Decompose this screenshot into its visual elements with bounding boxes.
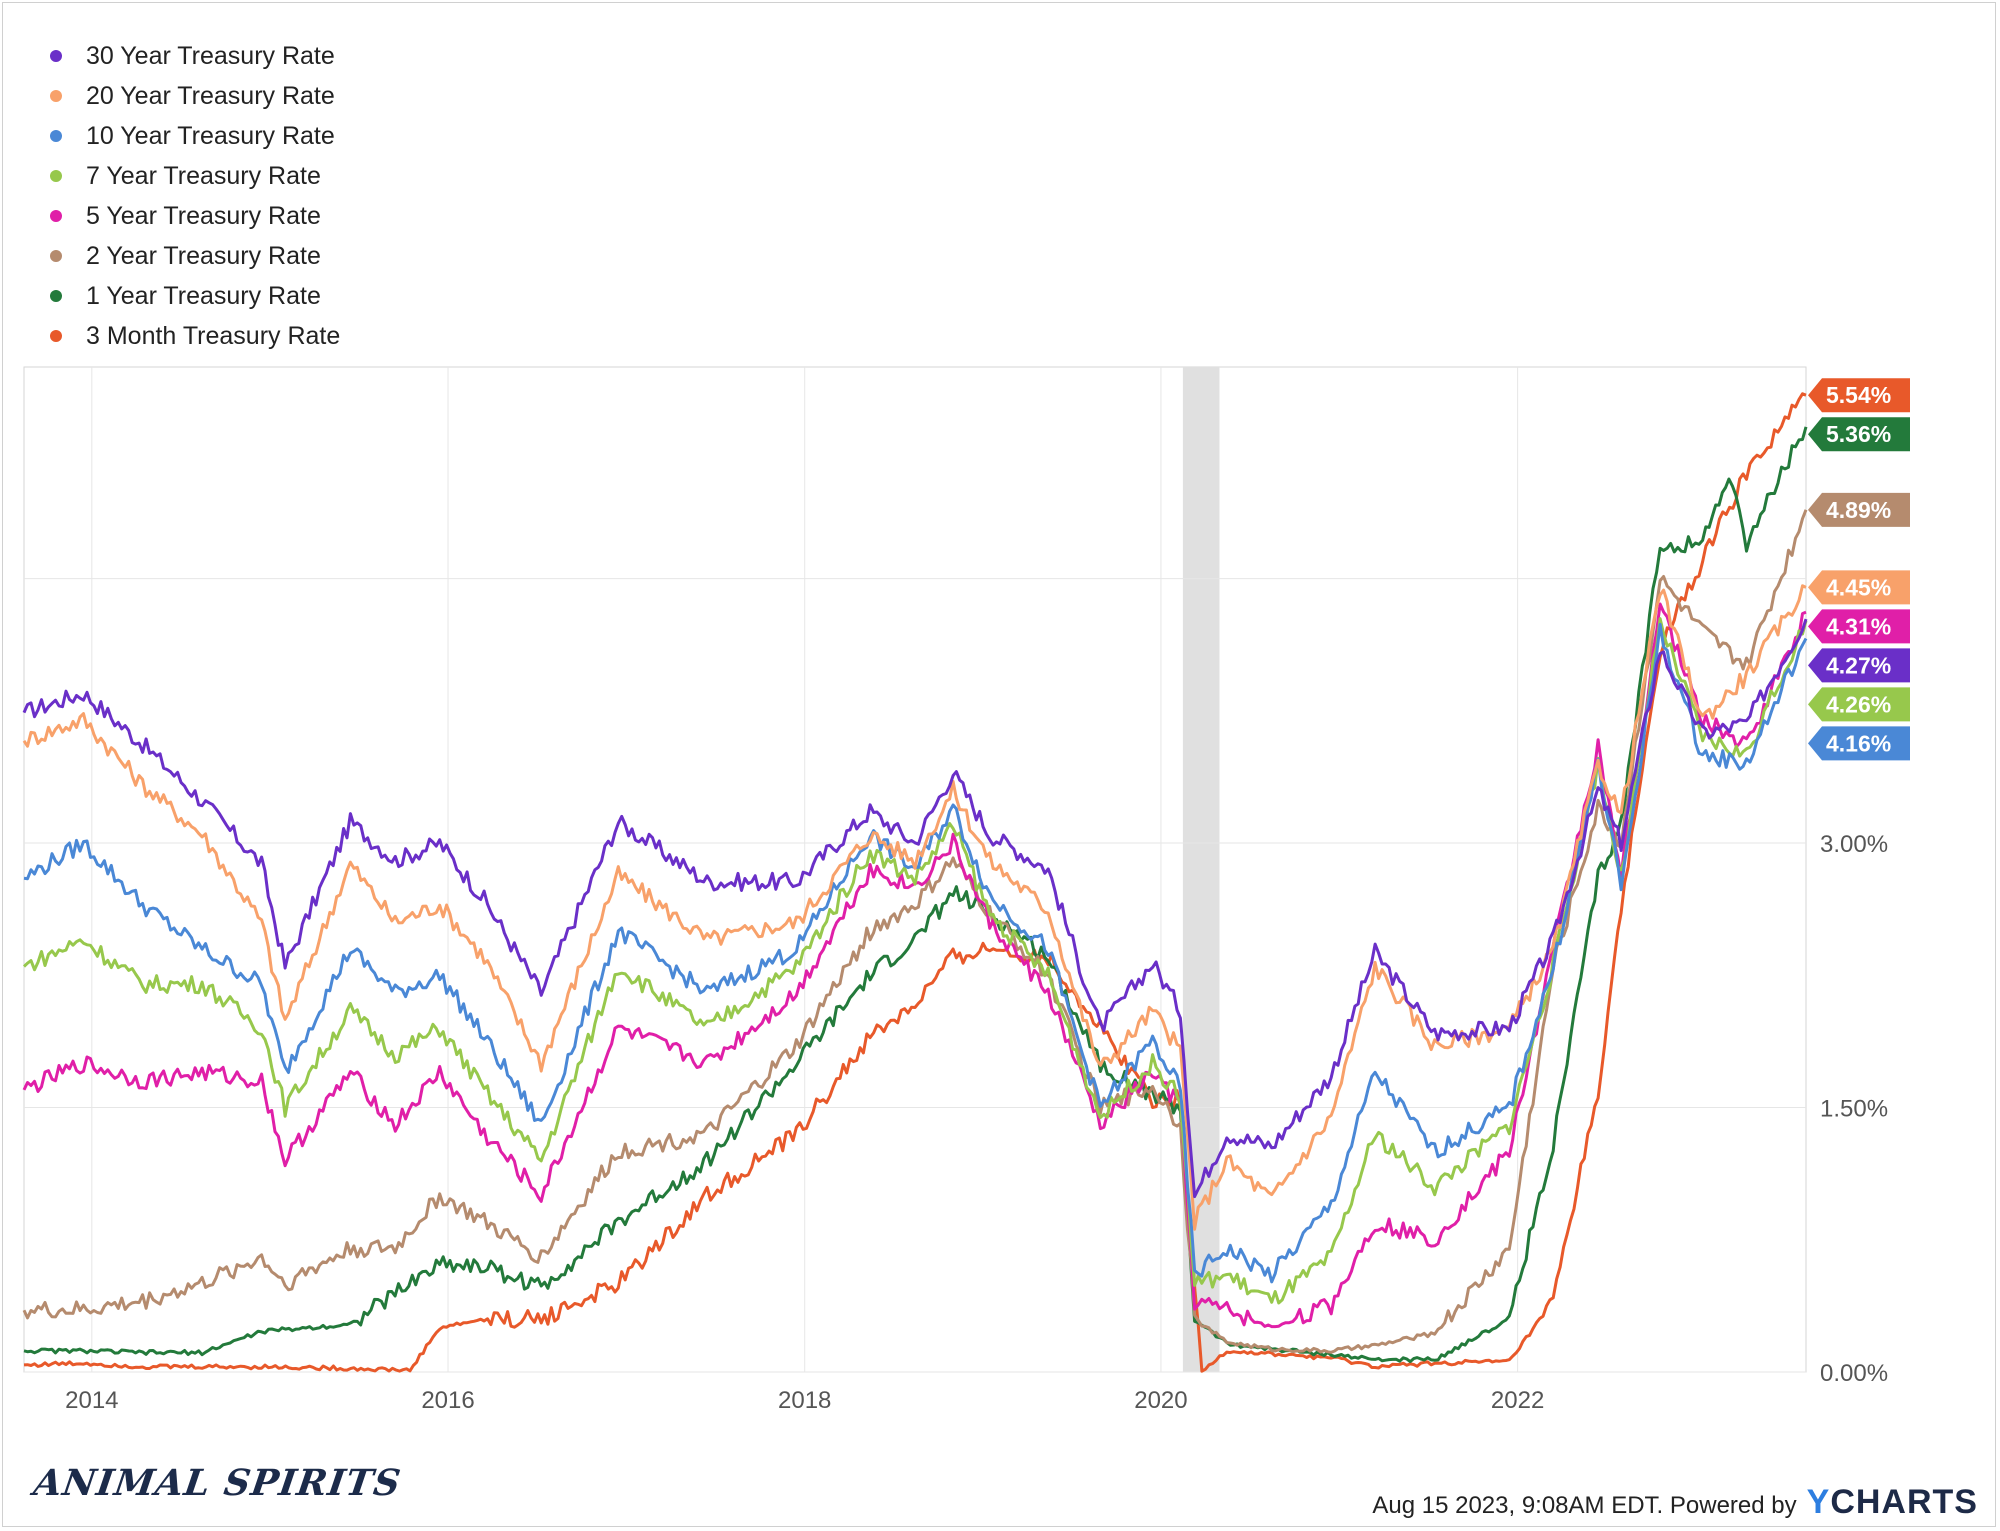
end-value-label: 4.26% (1826, 691, 1891, 717)
legend-label: 10 Year Treasury Rate (86, 122, 335, 150)
series-line-0 (22, 618, 1808, 1199)
animal-spirits-logo: ANIMAL SPIRITS (31, 1462, 404, 1504)
legend-item[interactable]: 10 Year Treasury Rate (50, 116, 340, 156)
legend-item[interactable]: 7 Year Treasury Rate (50, 156, 340, 196)
legend-dot-icon (50, 130, 62, 142)
x-tick-label: 2016 (421, 1387, 474, 1414)
legend-label: 1 Year Treasury Rate (86, 282, 321, 310)
legend-label: 7 Year Treasury Rate (86, 162, 321, 190)
legend-dot-icon (50, 210, 62, 222)
legend-dot-icon (50, 90, 62, 102)
series-line-5 (22, 509, 1808, 1354)
end-value-label: 5.36% (1826, 421, 1891, 447)
x-tick-label: 2020 (1134, 1387, 1187, 1414)
legend-label: 20 Year Treasury Rate (86, 82, 335, 110)
legend-item[interactable]: 3 Month Treasury Rate (50, 316, 340, 356)
series-line-6 (23, 426, 1808, 1364)
timestamp-text: Aug 15 2023, 9:08AM EDT. (1372, 1492, 1664, 1519)
end-value-label: 4.31% (1826, 613, 1891, 639)
legend-dot-icon (50, 250, 62, 262)
footer: Aug 15 2023, 9:08AM EDT. Powered by YCHA… (1372, 1483, 1978, 1522)
end-value-tag (1808, 648, 1910, 683)
end-value-tag (1808, 417, 1910, 452)
end-value-tag (1808, 570, 1910, 605)
legend-item[interactable]: 20 Year Treasury Rate (50, 76, 340, 116)
legend-label: 5 Year Treasury Rate (86, 202, 321, 230)
legend-dot-icon (50, 50, 62, 62)
legend-item[interactable]: 5 Year Treasury Rate (50, 196, 340, 236)
series-line-7 (23, 392, 1807, 1373)
legend: 30 Year Treasury Rate 20 Year Treasury Ra… (50, 36, 340, 356)
legend-dot-icon (50, 170, 62, 182)
series-line-2 (23, 622, 1808, 1284)
end-value-tag (1808, 609, 1910, 644)
legend-label: 3 Month Treasury Rate (86, 322, 341, 350)
series-line-1 (22, 584, 1807, 1231)
x-tick-label: 2022 (1491, 1387, 1544, 1414)
ycharts-logo[interactable]: YCHARTS (1806, 1483, 1978, 1521)
end-value-label: 5.54% (1826, 382, 1891, 408)
series-line-3 (22, 617, 1808, 1305)
end-value-label: 4.89% (1826, 497, 1891, 523)
x-tick-label: 2018 (778, 1387, 831, 1414)
end-value-tag (1808, 726, 1910, 761)
y-tick-label: 3.00% (1820, 831, 1888, 858)
series-line-4 (22, 602, 1807, 1329)
powered-by-text: Powered by (1669, 1492, 1797, 1519)
legend-label: 30 Year Treasury Rate (86, 42, 335, 70)
end-value-label: 4.16% (1826, 730, 1891, 756)
legend-dot-icon (50, 330, 62, 342)
end-value-label: 4.27% (1826, 652, 1891, 678)
legend-label: 2 Year Treasury Rate (86, 242, 321, 270)
end-value-tag (1808, 492, 1910, 527)
y-tick-label: 1.50% (1820, 1096, 1888, 1123)
legend-dot-icon (50, 290, 62, 302)
legend-item[interactable]: 30 Year Treasury Rate (50, 36, 340, 76)
end-value-label: 4.45% (1826, 574, 1891, 600)
legend-item[interactable]: 1 Year Treasury Rate (50, 276, 340, 316)
end-value-tag (1808, 378, 1910, 413)
y-tick-label: 0.00% (1820, 1360, 1888, 1387)
end-value-tag (1808, 687, 1910, 722)
legend-item[interactable]: 2 Year Treasury Rate (50, 236, 340, 276)
x-tick-label: 2014 (65, 1387, 118, 1414)
